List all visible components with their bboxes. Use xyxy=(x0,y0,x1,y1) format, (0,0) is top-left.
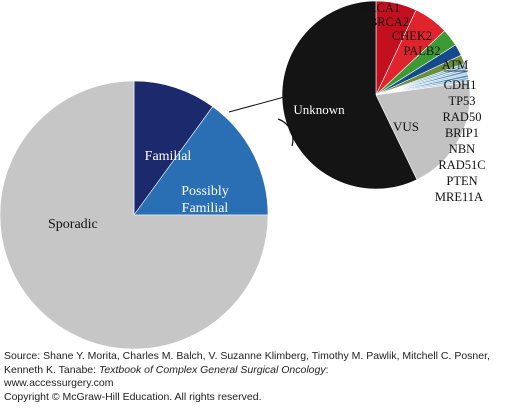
label-cdh1: CDH1 xyxy=(444,78,477,92)
source-colon: : xyxy=(325,363,329,376)
source-authors: Source: Shane Y. Morita, Charles M. Balc… xyxy=(4,350,490,376)
label-tp53: TP53 xyxy=(448,94,475,108)
label-chek2: CHEK2 xyxy=(392,29,432,43)
label-brca1: BRCA1 xyxy=(360,1,400,15)
source-url: www.accessurgery.com xyxy=(4,377,114,389)
big-pie xyxy=(0,80,269,350)
label-unknown: Unknown xyxy=(293,102,345,117)
label-possibly-familial: Possibly Familial xyxy=(181,184,228,216)
label-sporadic: Sporadic xyxy=(48,217,98,232)
label-familial: Familial xyxy=(145,149,192,164)
label-rad50: RAD50 xyxy=(443,110,482,124)
slice-sporadic xyxy=(0,80,269,350)
label-brip1: BRIP1 xyxy=(445,126,479,140)
label-brca2: BRCA2 xyxy=(369,15,409,29)
source-citation: Source: Shane Y. Morita, Charles M. Balc… xyxy=(4,350,516,404)
small-pie xyxy=(281,0,471,190)
source-book-title: Textbook of Complex General Surgical Onc… xyxy=(98,363,326,376)
label-pten: PTEN xyxy=(446,174,477,188)
pie-charts: Familial Possibly Familial Sporadic BRCA1BRC… xyxy=(0,0,486,350)
slice-labels: Familial Possibly Familial Sporadic BRCA1BRC… xyxy=(48,1,486,232)
connector-arc xyxy=(277,118,294,147)
label-rad51c: RAD51C xyxy=(438,158,485,172)
slice-familial xyxy=(133,80,214,216)
label-palb2: PALB2 xyxy=(403,44,440,58)
connector-line xyxy=(228,95,289,113)
label-vus: VUS xyxy=(393,119,419,134)
slice-vus xyxy=(375,81,471,181)
label-atm: ATM xyxy=(442,58,468,72)
label-mre11a: MRE11A xyxy=(435,190,483,204)
source-copyright: Copyright © McGraw-Hill Education. All r… xyxy=(4,390,262,403)
slice-unknown xyxy=(281,0,418,190)
label-nbn: NBN xyxy=(449,142,475,156)
slice-possibly-familial xyxy=(133,106,269,216)
